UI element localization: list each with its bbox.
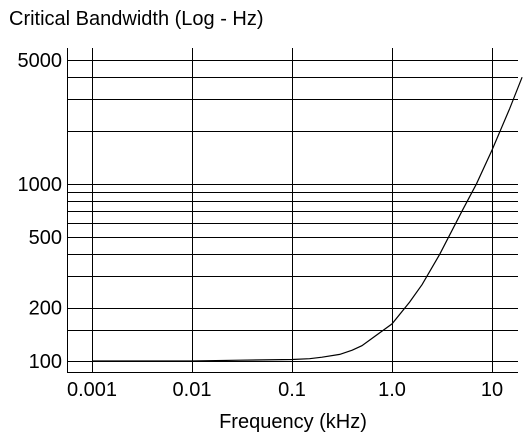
y-tick-label: 500 [29,227,62,249]
series-group [92,76,523,362]
x-tick-label: 10 [481,379,503,401]
chart-title: Critical Bandwidth (Log - Hz) [9,8,264,30]
plot-frame [67,48,518,373]
y-tick-labels: 5000 1000 500 200 100 [18,50,63,373]
y-tick-label: 5000 [18,50,63,72]
x-tick-label: 1.0 [378,379,406,401]
y-tick-label: 1000 [18,174,63,196]
x-tick-label: 0.1 [278,379,306,401]
y-tick-label: 200 [29,298,62,320]
x-tick-label: 0.001 [67,379,117,401]
x-gridlines [92,48,493,372]
x-axis-title: Frequency (kHz) [219,411,367,433]
x-tick-label: 0.01 [173,379,212,401]
x-tick-labels: 0.001 0.01 0.1 1.0 10 [67,379,503,401]
y-tick-label: 100 [29,351,62,373]
series-line [92,76,523,362]
